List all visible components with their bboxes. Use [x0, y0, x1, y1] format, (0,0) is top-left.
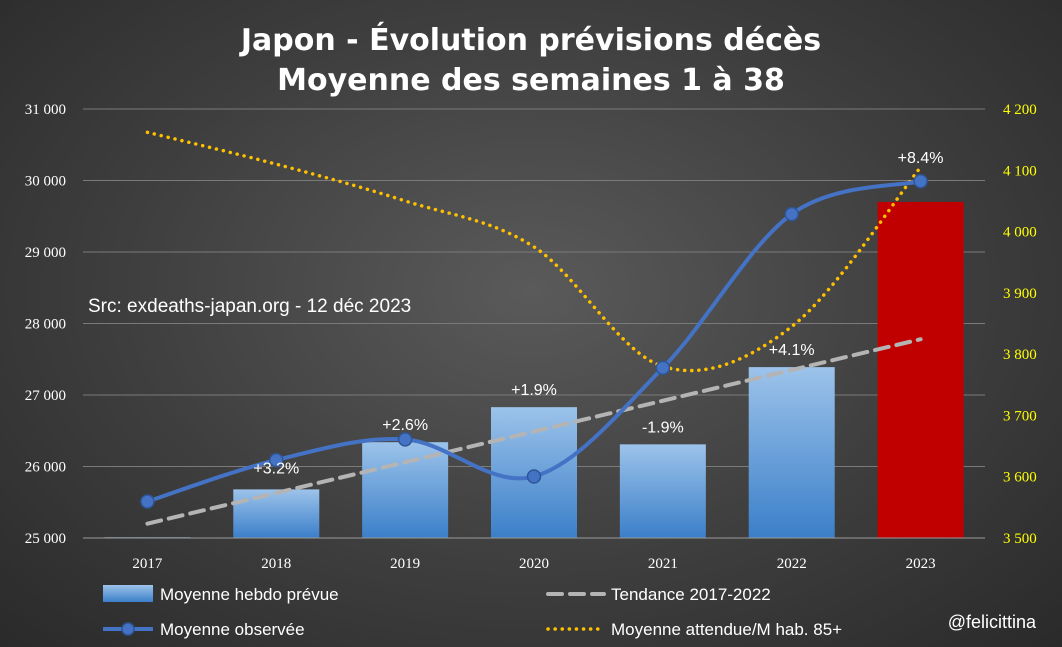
grid [83, 108, 985, 539]
x-tick-label: 2017 [132, 556, 163, 572]
bar [233, 489, 320, 538]
y-left-tick-label: 25 000 [25, 531, 66, 547]
bar-data-label: +8.4% [898, 150, 944, 167]
bar-data-label: +2.6% [382, 417, 428, 434]
bar-labels: +3.2% +2.6% +1.9% -1.9% +4.1% +8.4% [253, 150, 943, 477]
bars [104, 201, 964, 539]
trend-series [145, 337, 923, 526]
bar [619, 444, 706, 538]
author-credit: @felicittina [948, 612, 1037, 632]
x-tick-label: 2020 [519, 556, 549, 572]
observed-point [140, 494, 155, 509]
legend-item: Moyenne hebdo prévue [103, 585, 339, 604]
bar [748, 367, 835, 538]
y-right-tick-label: 4 200 [1003, 102, 1037, 118]
expected-series [145, 130, 923, 373]
x-tick-label: 2022 [777, 556, 807, 572]
observed-point [397, 432, 413, 447]
bar [877, 201, 964, 538]
y-left-tick-label: 26 000 [25, 460, 66, 476]
x-tick-label: 2018 [261, 556, 291, 572]
legend-label: Moyenne hebdo prévue [160, 585, 339, 604]
observed-point [526, 469, 542, 484]
x-tick-label: 2019 [390, 556, 420, 572]
legend-label: Moyenne attendue/M hab. 85+ [611, 620, 842, 639]
trend-line [145, 337, 923, 526]
axes: 25 000 26 000 27 000 28 000 29 000 30 000 31 0… [25, 102, 1037, 572]
source-annotation: Src: exdeaths-japan.org - 12 déc 2023 [88, 296, 411, 317]
y-right-tick-label: 4 000 [1003, 225, 1037, 241]
x-tick-label: 2021 [648, 556, 678, 572]
legend-label: Tendance 2017-2022 [611, 585, 771, 604]
observed-point [269, 452, 284, 468]
legend-item: Moyenne observée [103, 620, 305, 639]
title-line: Moyenne des semaines 1 à 38 [277, 63, 785, 98]
y-left-tick-label: 31 000 [25, 102, 66, 118]
bar-data-label: +4.1% [769, 342, 815, 359]
observed-point [655, 360, 671, 376]
legend-marker [121, 622, 135, 636]
legend: Moyenne hebdo prévue Tendance 2017-2022 Mo… [103, 585, 842, 639]
legend-item: Tendance 2017-2022 [546, 585, 771, 604]
bar [362, 442, 449, 538]
y-left-tick-label: 27 000 [25, 388, 66, 404]
legend-label: Moyenne observée [160, 620, 305, 639]
observed-point [913, 173, 928, 189]
y-left-tick-label: 30 000 [25, 174, 66, 190]
bar-data-label: +3.2% [253, 460, 299, 477]
y-right-tick-label: 3 700 [1003, 408, 1037, 424]
title-line: Japon - Évolution prévisions décès [239, 22, 821, 58]
expected-line [145, 130, 923, 373]
y-left-tick-label: 28 000 [25, 317, 66, 333]
bar-data-label: +1.9% [511, 382, 557, 399]
y-right-tick-label: 3 900 [1003, 286, 1037, 302]
chart-title: Japon - Évolution prévisions décès Moyenn… [239, 22, 821, 98]
y-right-tick-label: 3 500 [1003, 531, 1037, 547]
bar-data-label: -1.9% [642, 419, 684, 436]
observed-series [140, 173, 928, 509]
y-right-tick-label: 3 600 [1003, 470, 1037, 486]
x-tick-label: 2023 [906, 556, 936, 572]
legend-bar-swatch [103, 585, 153, 602]
legend-item: Moyenne attendue/M hab. 85+ [546, 620, 842, 639]
y-right-tick-label: 3 800 [1003, 347, 1037, 363]
y-right-tick-label: 4 100 [1003, 163, 1037, 179]
y-left-tick-label: 29 000 [25, 245, 66, 261]
observed-point [784, 206, 799, 222]
